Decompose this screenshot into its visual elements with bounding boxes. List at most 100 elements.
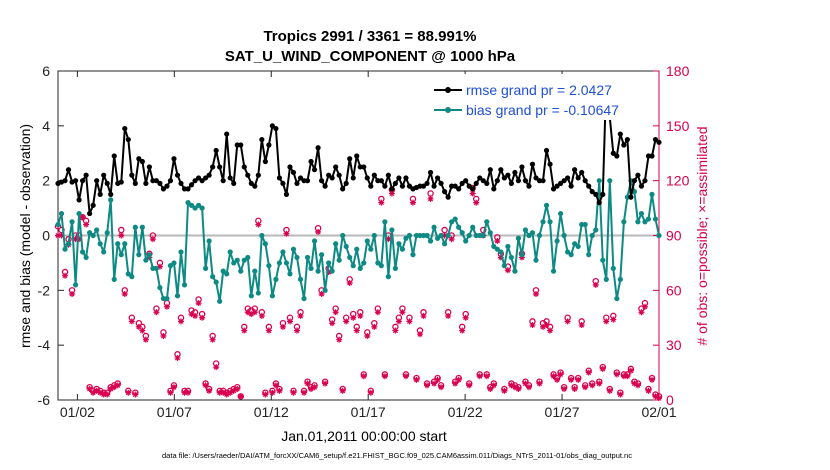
obs-assimilated-point — [473, 199, 480, 206]
rmse-point — [589, 189, 595, 195]
obs-assimilated-point — [501, 387, 508, 394]
obs-assimilated-point — [536, 380, 543, 387]
obs-assimilated-point — [178, 318, 185, 325]
obs-assimilated-point — [72, 236, 79, 243]
obs-assimilated-point — [399, 309, 406, 316]
obs-assimilated-point — [388, 190, 395, 197]
obs-assimilated-point — [406, 318, 413, 325]
obs-assimilated-point — [104, 391, 111, 398]
obs-assimilated-point — [350, 314, 357, 321]
rmse-point — [125, 136, 131, 143]
bias-point — [410, 252, 416, 258]
bias-point — [382, 219, 388, 225]
rmse-point — [283, 191, 290, 197]
rmse-point — [185, 186, 191, 192]
obs-assimilated-point — [431, 380, 438, 387]
bias-point — [245, 254, 251, 261]
obs-assimilated-point — [107, 386, 114, 393]
rmse-point — [565, 175, 571, 181]
rmse-point — [392, 180, 399, 187]
y-tick-label: 4 — [42, 118, 50, 134]
rmse-point — [406, 183, 413, 189]
bias-point — [213, 279, 219, 285]
rmse-point — [241, 164, 247, 170]
bias-point — [97, 241, 103, 247]
obs-assimilated-point — [441, 232, 448, 239]
bias-point — [125, 271, 131, 277]
obs-assimilated-point — [371, 323, 378, 330]
obs-assimilated-point — [494, 237, 501, 244]
obs-assimilated-point — [624, 373, 631, 380]
bias-point — [308, 265, 314, 271]
bias-point — [392, 265, 399, 271]
obs-assimilated-point — [170, 384, 177, 391]
bias-point — [304, 254, 311, 261]
rmse-point — [304, 178, 311, 184]
bias-point — [255, 290, 261, 296]
rmse-point — [347, 156, 353, 162]
bias-point — [297, 276, 304, 282]
bias-point — [336, 257, 342, 263]
rmse-point — [132, 180, 138, 187]
obs-assimilated-point — [645, 387, 652, 394]
obs-assimilated-point — [540, 323, 547, 330]
obs-assimilated-point — [262, 391, 269, 398]
bias-point — [220, 268, 226, 274]
rmse-point — [550, 186, 557, 192]
obs-assimilated-point — [554, 376, 561, 383]
footnote: data file: /Users/raeder/DAI/ATM_forcXX/… — [162, 451, 632, 460]
rmse-point — [596, 200, 602, 206]
bias-point — [238, 268, 244, 274]
obs-assimilated-point — [367, 389, 374, 396]
bias-point — [241, 257, 247, 263]
obs-assimilated-point — [185, 389, 192, 396]
y-tick-label: 0 — [42, 228, 50, 244]
rmse-point — [561, 178, 567, 184]
obs-assimilated-point — [297, 312, 304, 319]
obs-assimilated-point — [293, 327, 300, 334]
chart-subtitle: SAT_U_WIND_COMPONENT @ 1000 hPa — [225, 48, 516, 65]
bias-point — [72, 282, 79, 288]
bias-point — [227, 249, 233, 255]
rmse-point — [326, 172, 332, 178]
bias-point — [188, 202, 195, 208]
bias-point — [375, 260, 381, 266]
obs-assimilated-point — [318, 290, 325, 297]
bias-point — [652, 216, 659, 222]
bias-point — [568, 252, 574, 258]
rmse-point — [600, 191, 606, 197]
y-tick-label: 2 — [42, 173, 50, 189]
bias-point — [164, 295, 170, 302]
obs-assimilated-point — [617, 391, 624, 398]
obs-assimilated-point — [596, 380, 603, 387]
bias-point — [199, 205, 205, 211]
bias-point — [385, 274, 391, 280]
bias-point — [224, 271, 230, 277]
rmse-point — [203, 175, 209, 181]
obs-assimilated-point — [216, 389, 223, 396]
rmse-point — [178, 180, 184, 187]
rmse-point — [273, 125, 279, 132]
legend-box — [428, 74, 652, 120]
bias-point — [519, 252, 525, 258]
rmse-point — [199, 178, 205, 184]
obs-assimilated-point — [648, 376, 655, 383]
obs-assimilated-point — [385, 236, 392, 243]
bias-point — [452, 216, 458, 222]
rmse-point — [533, 175, 539, 181]
bias-point — [536, 232, 543, 239]
rmse-point — [617, 131, 623, 137]
legend: rmse grand pr = 2.0427 bias grand pr = -… — [428, 74, 652, 120]
bias-point — [438, 232, 444, 239]
bias-point — [301, 295, 307, 302]
obs-assimilated-point — [149, 236, 156, 243]
rmse-point — [164, 183, 170, 189]
obs-assimilated-point — [167, 389, 174, 396]
bias-point — [434, 235, 441, 241]
x-axis: 01/02 01/07 01/12 01/17 01/22 01/27 02/01 — [60, 71, 677, 420]
rmse-point — [129, 172, 135, 178]
bias-point — [322, 287, 328, 293]
rmse-point — [350, 175, 356, 181]
obs-assimilated-point — [234, 386, 241, 393]
y-tick-label: -2 — [38, 282, 51, 298]
